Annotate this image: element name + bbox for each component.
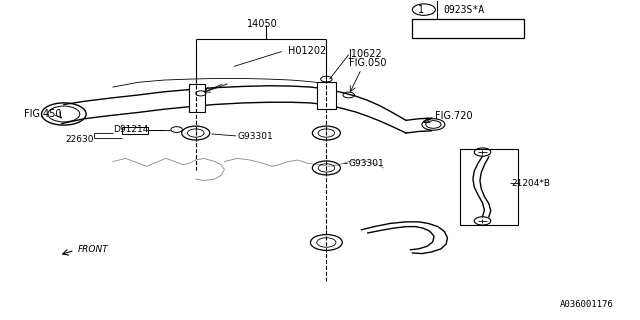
Text: FIG.720: FIG.720 — [435, 111, 472, 121]
Bar — [412, 19, 524, 38]
Text: FRONT: FRONT — [78, 245, 109, 254]
Text: 21204*B: 21204*B — [511, 179, 550, 188]
Text: 22630: 22630 — [65, 135, 93, 144]
Text: D91214: D91214 — [113, 125, 148, 134]
Text: FIG.050: FIG.050 — [349, 58, 386, 68]
Bar — [189, 84, 205, 112]
Bar — [460, 149, 518, 225]
Text: J10622: J10622 — [349, 49, 383, 59]
Text: H01202: H01202 — [288, 45, 326, 56]
Text: A036001176: A036001176 — [559, 300, 613, 309]
Text: 1: 1 — [418, 4, 424, 15]
Text: FIG.450: FIG.450 — [24, 109, 61, 119]
Bar — [317, 82, 336, 109]
Text: 0923S*A: 0923S*A — [443, 4, 484, 15]
Text: G93301: G93301 — [237, 132, 273, 141]
Text: G93301: G93301 — [349, 159, 385, 168]
Bar — [122, 127, 148, 134]
Text: 14050: 14050 — [246, 19, 278, 28]
